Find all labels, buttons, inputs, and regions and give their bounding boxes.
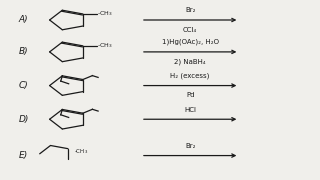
Text: HCl: HCl — [184, 107, 196, 112]
Text: D): D) — [19, 115, 29, 124]
Text: Pd: Pd — [186, 92, 194, 98]
Text: Br₂: Br₂ — [185, 7, 196, 13]
Text: Br₂: Br₂ — [185, 143, 196, 149]
Text: 1)Hg(OAc)₂, H₂O: 1)Hg(OAc)₂, H₂O — [162, 39, 219, 45]
Text: 2) NaBH₄: 2) NaBH₄ — [174, 59, 206, 65]
Text: A): A) — [19, 15, 28, 24]
Text: E): E) — [19, 151, 28, 160]
Text: B): B) — [19, 47, 28, 56]
Text: CCl₄: CCl₄ — [183, 27, 197, 33]
Text: H₂ (excess): H₂ (excess) — [171, 72, 210, 79]
Text: C): C) — [19, 81, 28, 90]
Text: -CH$_3$: -CH$_3$ — [97, 41, 113, 50]
Text: -CH$_3$: -CH$_3$ — [97, 10, 113, 18]
Text: -CH$_3$: -CH$_3$ — [74, 147, 88, 156]
